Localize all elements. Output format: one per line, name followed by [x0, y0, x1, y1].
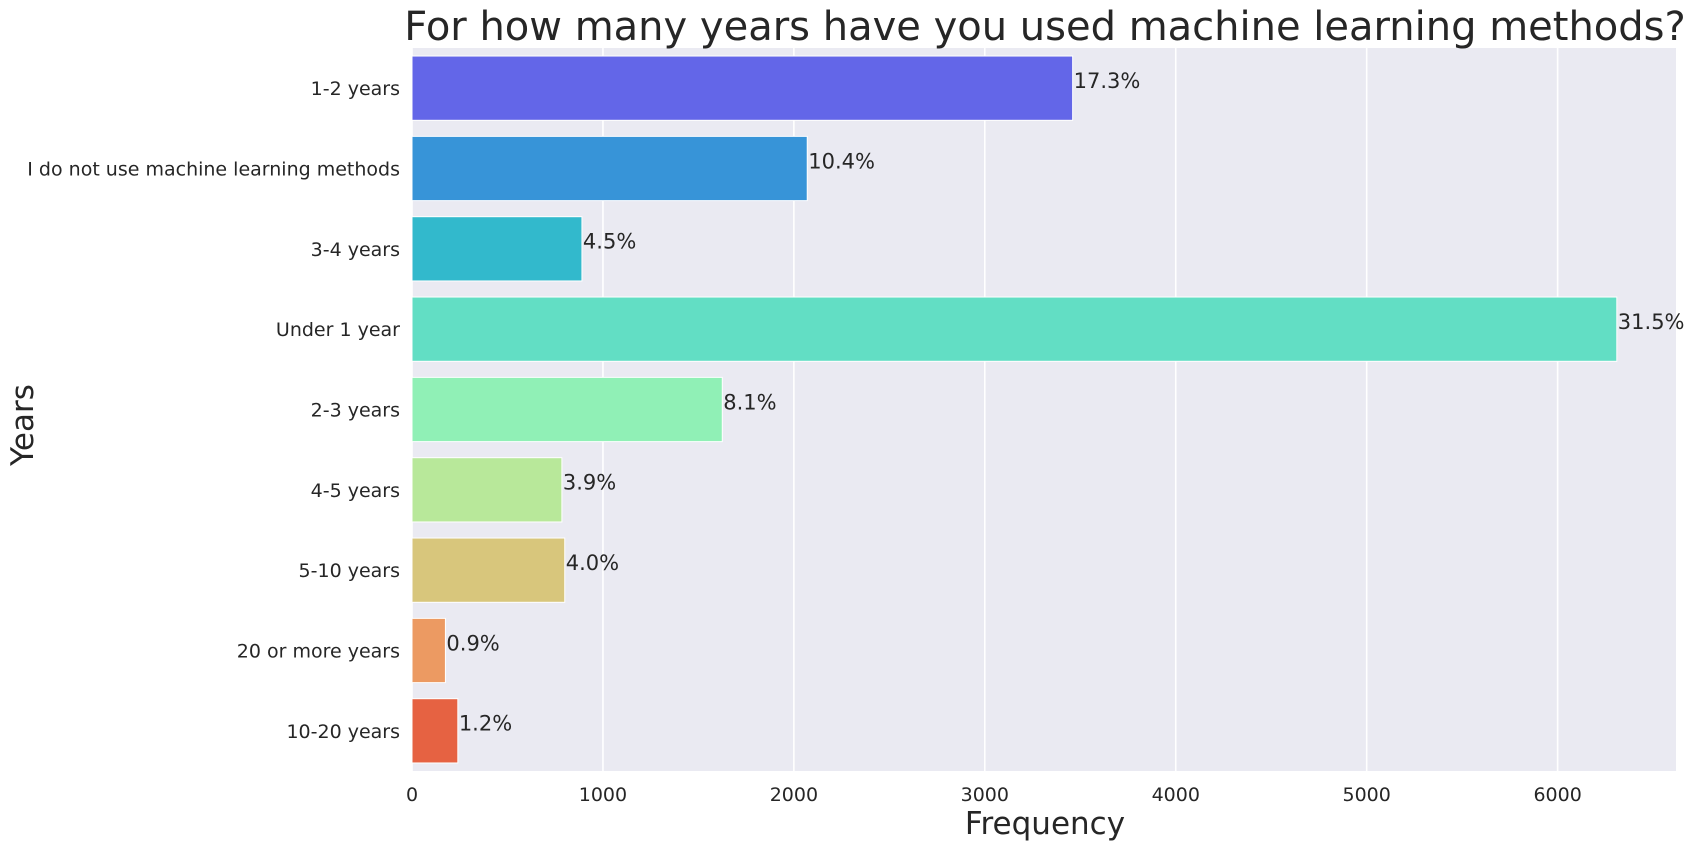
bar [411, 457, 563, 523]
bars [411, 55, 1618, 764]
bar-value-label: 31.5% [1618, 310, 1685, 334]
x-tick-label: 3000 [961, 784, 1009, 806]
bar [411, 537, 566, 603]
x-tick-label: 2000 [770, 784, 818, 806]
bar [411, 296, 1618, 362]
bar-value-label: 1.2% [459, 712, 512, 736]
bar-value-label: 0.9% [446, 631, 499, 655]
y-axis-label: Years [5, 384, 41, 467]
bar-value-label: 4.0% [566, 551, 619, 575]
bar [411, 617, 446, 684]
y-tick-label: 5-10 years [299, 560, 400, 582]
bar [411, 55, 1074, 121]
x-tick-label: 5000 [1343, 784, 1391, 806]
bar-value-label: 17.3% [1074, 69, 1141, 93]
y-tick-label: Under 1 year [276, 319, 400, 341]
chart-title: For how many years have you used machine… [404, 4, 1686, 50]
bar [411, 216, 583, 282]
y-tick-label: 4-5 years [311, 480, 400, 502]
x-tick-label: 1000 [579, 784, 627, 806]
bar-value-label: 3.9% [563, 471, 616, 495]
bar [411, 135, 808, 202]
x-tick-labels: 0 1000 2000 3000 4000 5000 6000 [406, 784, 1582, 806]
y-tick-label: 1-2 years [311, 78, 400, 100]
y-tick-label: 3-4 years [311, 239, 400, 261]
bar [411, 376, 723, 443]
y-tick-label: 2-3 years [311, 400, 400, 422]
bar [411, 698, 459, 764]
x-axis-label: Frequency [965, 806, 1125, 842]
bar-value-label: 4.5% [583, 230, 636, 254]
x-tick-label: 6000 [1533, 784, 1581, 806]
bar-value-label: 10.4% [808, 149, 875, 173]
x-tick-label: 4000 [1152, 784, 1200, 806]
y-tick-label: I do not use machine learning methods [27, 159, 400, 181]
x-tick-label: 0 [406, 784, 418, 806]
y-tick-label: 10-20 years [286, 721, 400, 743]
bar-value-label: 8.1% [723, 390, 776, 414]
bar-value-labels: 17.3% 10.4% 4.5% 31.5% 8.1% 3.9% 4.0% 0.9% 1.2% [446, 69, 1684, 736]
y-tick-labels: 1-2 years I do not use machine learning m… [27, 78, 400, 743]
y-tick-label: 20 or more years [237, 641, 400, 663]
